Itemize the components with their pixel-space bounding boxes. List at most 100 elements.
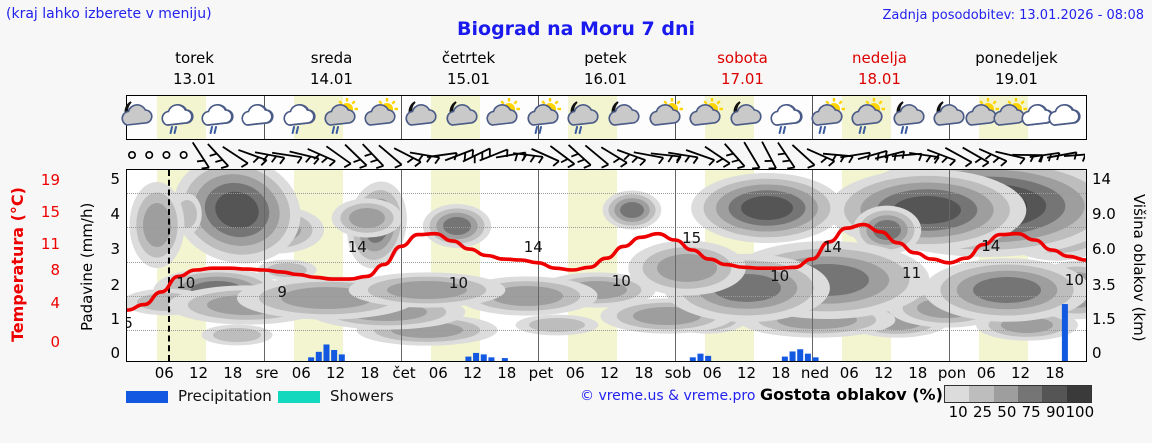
cloud-blob [491, 286, 563, 306]
day-header-petek: petek 16.01 [537, 48, 674, 92]
temperature-value-label: 15 [682, 228, 702, 247]
temperature-tick: 0 [50, 332, 60, 351]
cloud-density-step-10 [945, 386, 970, 402]
cloud-blob [633, 307, 701, 325]
weather-icon-sun-cloud-rain [523, 98, 563, 138]
weather-icon-night-cloudy [117, 98, 157, 138]
temperature-line [127, 222, 1086, 312]
day-date: 14.01 [310, 70, 353, 88]
cloud-density-color-scale [944, 385, 1092, 403]
temperature-value-label: 11 [902, 264, 922, 283]
temperature-value-label: 14 [523, 237, 543, 256]
horizontal-gridline [127, 330, 1086, 332]
wind-barb [378, 144, 403, 169]
cloud-density-tick: 25 [972, 403, 993, 421]
day-header-sreda: sreda 14.01 [263, 48, 400, 92]
cloud-density-legend-title: Gostota oblakov (%) [760, 385, 943, 404]
day-date: 16.01 [584, 70, 627, 88]
last-update-text: Zadnja posodobitev: 13.01.2026 - 08:08 [882, 8, 1144, 23]
wind-barb [238, 149, 268, 166]
x-tick-18: 18 [1045, 364, 1065, 382]
temperature-tick: 11 [40, 235, 60, 254]
cloud-blob [529, 318, 585, 332]
cloud-density-tick: 10 [948, 403, 968, 421]
cloud-height-axis-title: Višina oblakov (km) [1130, 194, 1148, 342]
wind-barb [362, 143, 385, 169]
temperature-value-label: 14 [347, 237, 367, 256]
precipitation-tick: 4 [110, 204, 120, 223]
credit-text[interactable]: © vreme.us & vreme.pro [580, 388, 756, 404]
x-tick-pon: pon [937, 364, 967, 382]
wind-barb [926, 148, 956, 167]
cloud-height-tick: 1.5 [1092, 309, 1116, 328]
wind-barb [191, 141, 210, 170]
wind-calm-circle [162, 151, 171, 160]
wind-barb [207, 143, 229, 170]
day-header-strip: torek 13.01 sreda 14.01 četrtek 15.01 petek 16.… [126, 48, 1087, 92]
weather-icon-cloudy [1045, 98, 1085, 138]
wind-barb [761, 141, 777, 170]
x-axis-tick-labels: 06 12 18 sre 06 12 18 čet 06 12 18 pet 06 12 18 sob 06 12… [126, 364, 1087, 384]
weather-icon-sun-cloud-rain [807, 98, 847, 138]
weather-icon-night-cloudy [442, 98, 482, 138]
cloud-blob [213, 328, 261, 342]
x-tick-18: 18 [634, 364, 654, 382]
wind-barb-row [126, 141, 1095, 170]
temperature-value-label: 14 [822, 237, 842, 256]
weather-icon-cloud-rain [767, 98, 807, 138]
day-date: 15.01 [447, 70, 490, 88]
x-tick-06: 06 [839, 364, 859, 382]
day-separator [812, 170, 813, 361]
horizontal-gridline [127, 192, 1086, 194]
wind-barb [344, 143, 368, 169]
wind-barb [616, 149, 647, 167]
day-date: 17.01 [721, 70, 764, 88]
wind-barb [426, 152, 458, 161]
day-date: 19.01 [995, 70, 1038, 88]
cloud-blob [215, 191, 259, 229]
wind-barb [462, 147, 491, 164]
weather-icon-night-cloudy [604, 98, 644, 138]
weather-icon-cloud-rain [158, 98, 198, 138]
precipitation-axis-title: Padavine (mm/h) [78, 202, 96, 332]
wind-barb [857, 150, 888, 161]
wind-barb [271, 151, 303, 164]
x-tick-06: 06 [291, 364, 311, 382]
cloud-height-tick: 6.0 [1092, 240, 1116, 259]
temperature-value-label: 10 [1064, 271, 1084, 290]
cloud-density-field [127, 170, 1086, 346]
x-tick-18: 18 [497, 364, 517, 382]
day-separator [949, 170, 950, 361]
weather-icon-night-cloud-rain [563, 98, 603, 138]
wind-calm-circle [145, 151, 154, 160]
weather-icon-cloud-rain [280, 98, 320, 138]
current-time-marker [168, 170, 171, 361]
wind-barb [393, 147, 422, 168]
x-tick-sob: sob [664, 364, 692, 382]
wind-calm-circle [179, 151, 188, 160]
cloud-density-tick: 75 [1021, 403, 1041, 421]
x-tick-06: 06 [702, 364, 722, 382]
weather-icon-sun-cloud [645, 98, 685, 138]
cloud-blob [443, 217, 471, 235]
cloud-height-tick: 3.5 [1092, 275, 1116, 294]
cloud-density-tick: 100 [1065, 403, 1095, 421]
x-tick-sre: sre [255, 364, 279, 382]
x-tick-12: 12 [462, 364, 483, 382]
weather-icon-night-cloudy [401, 98, 441, 138]
cloud-density-step-75 [1017, 386, 1043, 402]
day-name: torek [175, 49, 214, 67]
weather-icon-sun-cloud [989, 98, 1029, 138]
x-tick-12: 12 [325, 364, 346, 382]
cloud-blob [873, 220, 901, 240]
cloud-density-tick: 50 [997, 403, 1017, 421]
temperature-value-label: 9 [277, 283, 287, 302]
menu-hint-text: (kraj lahko izberete v meniju) [6, 6, 212, 22]
cloud-blob [387, 281, 467, 299]
cloud-blob [349, 208, 385, 228]
wind-barb [791, 144, 816, 169]
temperature-value-label: 10 [611, 272, 631, 291]
wind-barb [978, 148, 1008, 167]
day-name: petek [584, 49, 627, 67]
weather-icon-night-cloudy [929, 98, 969, 138]
